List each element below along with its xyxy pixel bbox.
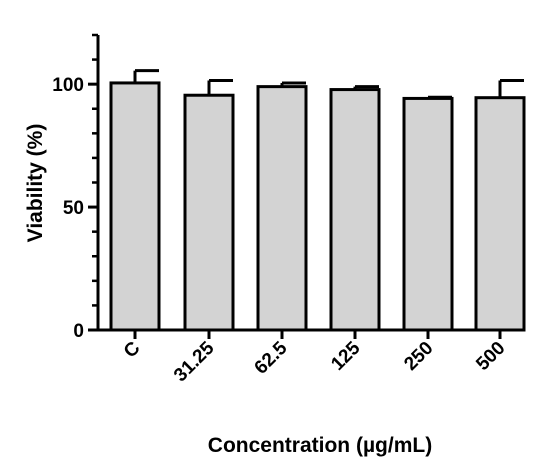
bar	[402, 96, 454, 332]
x-tick-label: 125	[327, 337, 365, 375]
bar	[329, 88, 381, 332]
x-axis-title: Concentration (µg/mL)	[208, 434, 432, 457]
y-tick-label: 0	[73, 321, 84, 342]
x-tick-label: 500	[472, 338, 509, 375]
x-tick-label: 31.25	[170, 337, 219, 386]
x-axis: C 31.25 62.5 125 250 500	[96, 328, 525, 386]
y-axis: 0 50 100	[52, 33, 100, 342]
y-ticks: 0 50 100	[52, 33, 98, 342]
bar	[474, 96, 526, 332]
x-tick-label: C	[120, 337, 145, 362]
bars	[109, 69, 526, 332]
y-tick-label: 100	[52, 75, 84, 96]
y-axis-title: Viability (%)	[24, 124, 47, 243]
bar	[256, 85, 308, 332]
bar	[183, 93, 235, 332]
x-tick-label: 62.5	[251, 337, 292, 378]
y-tick-label: 50	[63, 198, 84, 219]
bar	[109, 81, 161, 332]
x-tick-label: 250	[400, 338, 437, 375]
x-ticks: C 31.25 62.5 125 250 500	[120, 330, 510, 386]
